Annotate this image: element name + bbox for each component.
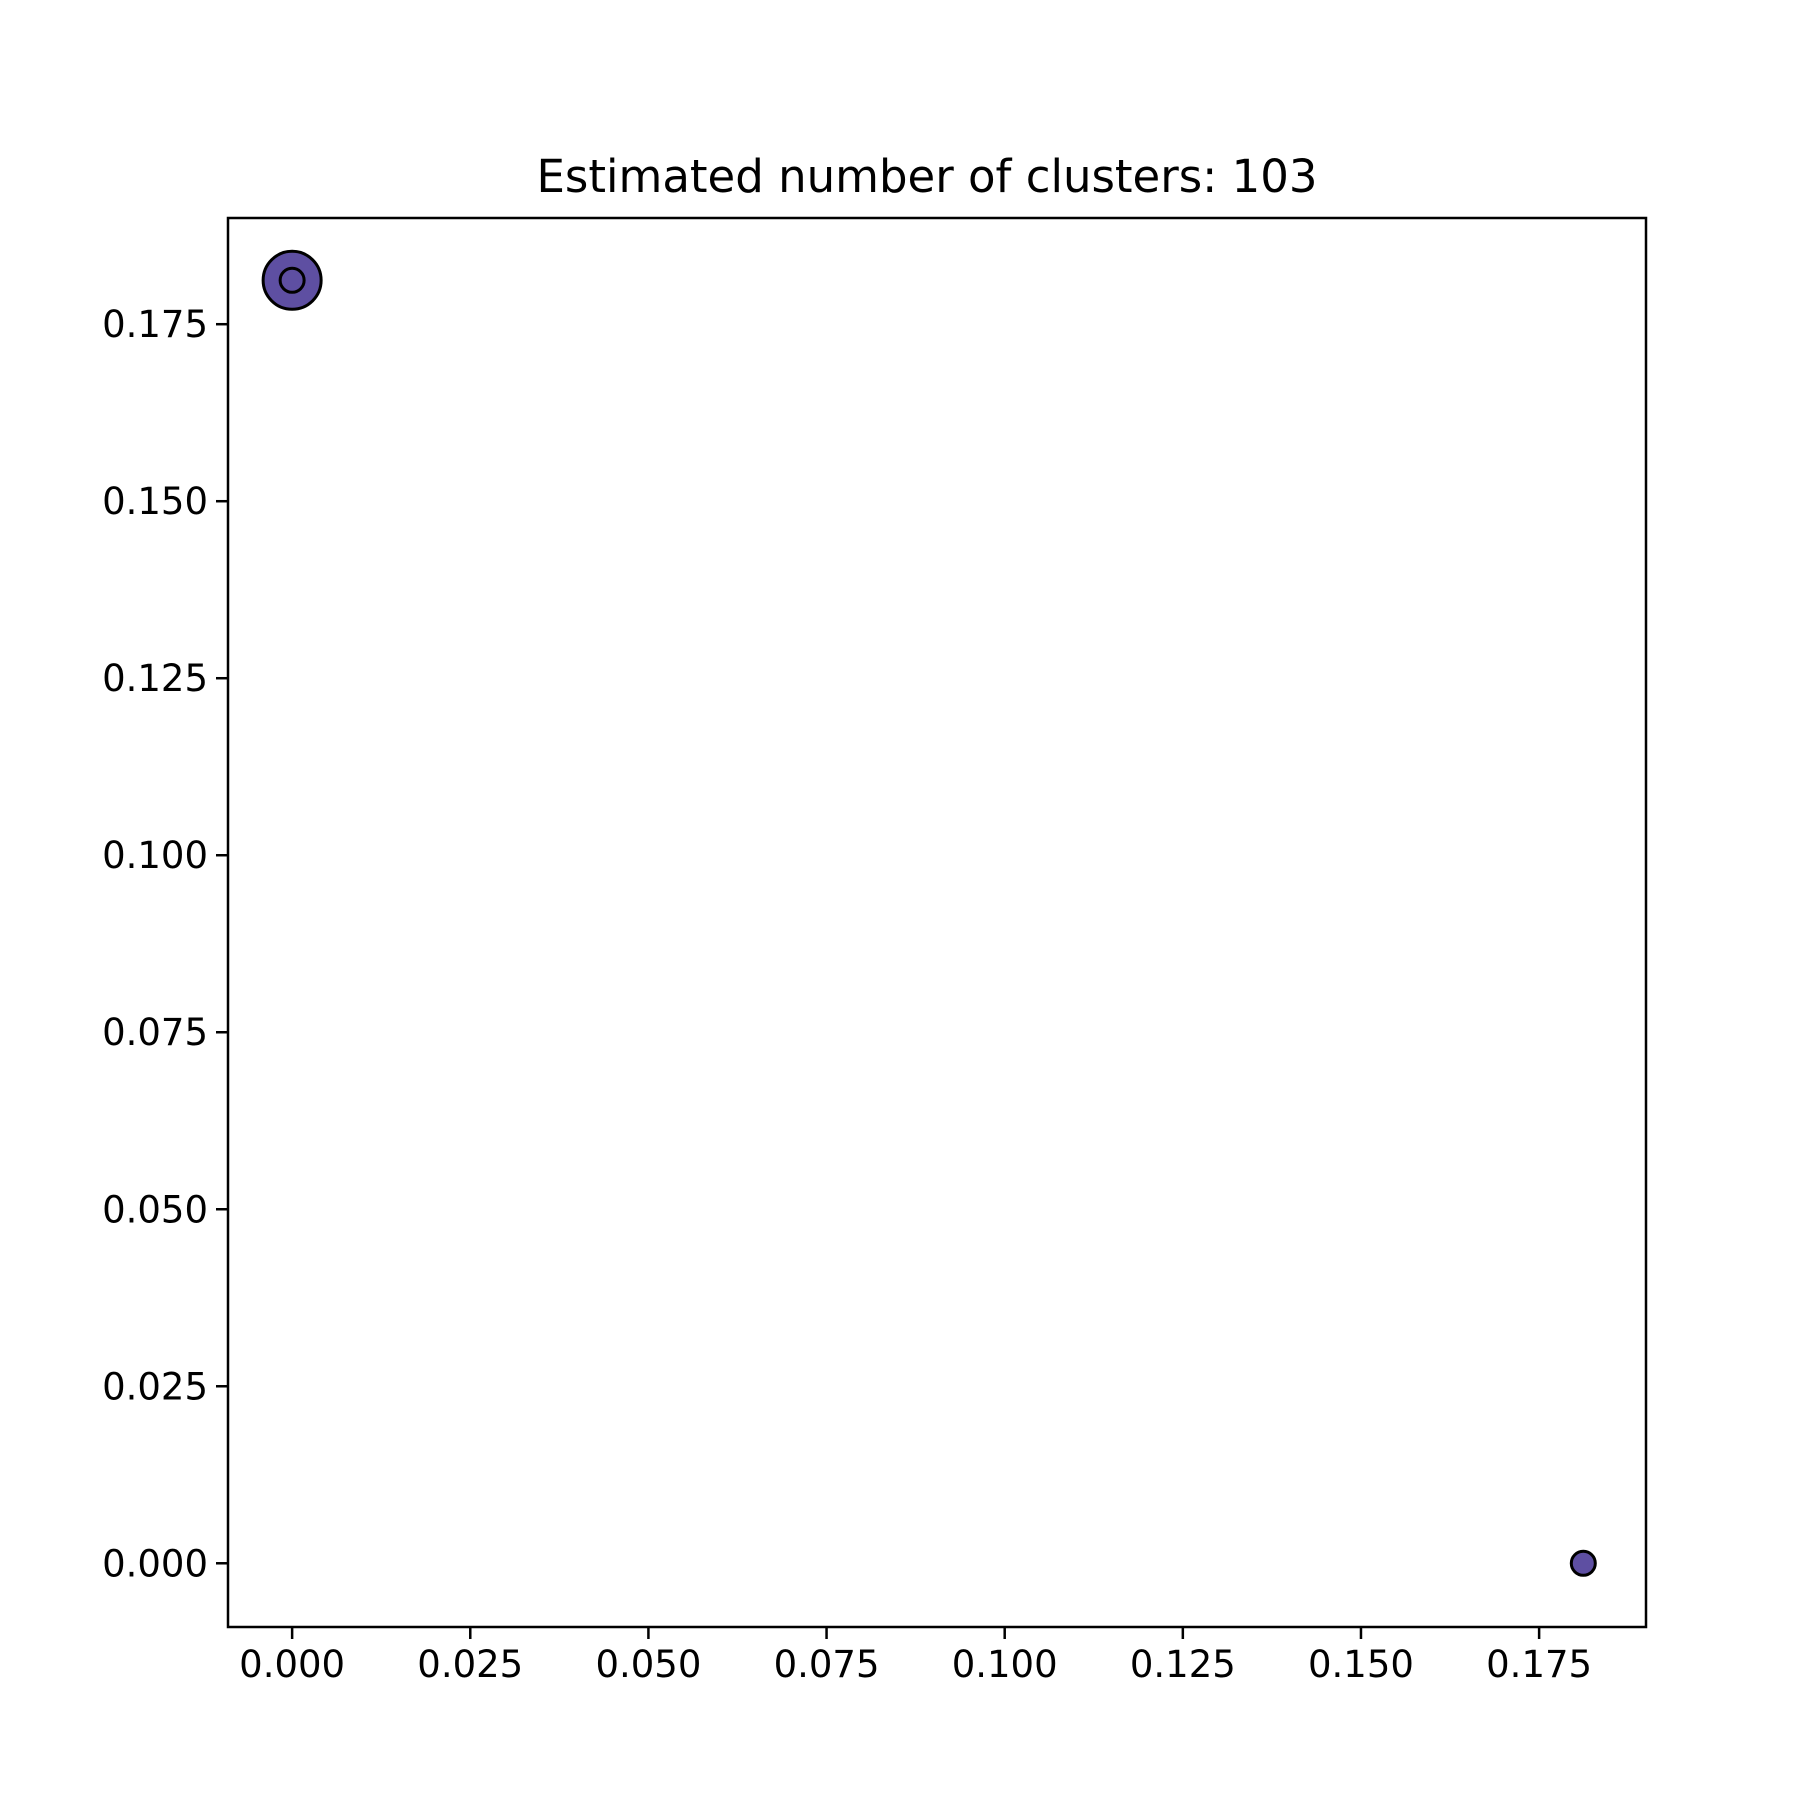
x-tick-label: 0.100 [952,1643,1058,1686]
y-tick-label: 0.100 [102,834,208,877]
x-tick-label: 0.000 [239,1643,345,1686]
x-tick-label: 0.050 [595,1643,701,1686]
x-tick-label: 0.150 [1308,1643,1414,1686]
y-axis: 0.000 0.025 0.050 0.075 0.100 0.125 0.150 0.175 [102,303,228,1585]
x-tick-label: 0.175 [1486,1643,1592,1686]
plot-area-frame [226,216,1648,1629]
x-tick-label: 0.025 [417,1643,523,1686]
y-tick-label: 0.000 [102,1542,208,1585]
y-tick-label: 0.150 [102,480,208,523]
y-tick-label: 0.050 [102,1188,208,1231]
non-core-sample-point [1569,1549,1597,1577]
x-tick-label: 0.075 [774,1643,880,1686]
x-axis: 0.000 0.025 0.050 0.075 0.100 0.125 0.150 0.175 [239,1627,1592,1686]
chart-title: Estimated number of clusters: 103 [536,150,1317,203]
y-tick-label: 0.175 [102,303,208,346]
points-layer [261,249,1597,1577]
y-tick-label: 0.075 [102,1011,208,1054]
y-tick-label: 0.125 [102,657,208,700]
y-tick-label: 0.025 [102,1365,208,1408]
x-tick-label: 0.125 [1130,1643,1236,1686]
non-core-sample-point [278,266,306,294]
